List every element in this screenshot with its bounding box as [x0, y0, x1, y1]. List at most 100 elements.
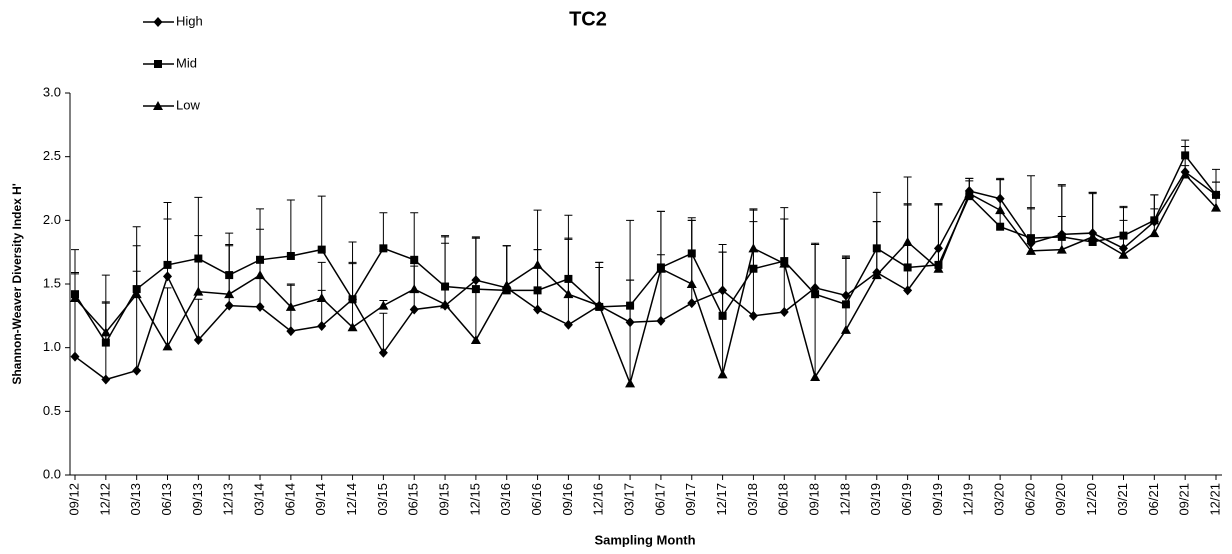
x-tick-label: 12/17 — [714, 483, 729, 516]
y-tick-label: 2.5 — [43, 148, 61, 163]
x-tick-label: 03/19 — [868, 483, 883, 516]
error-bar — [225, 245, 234, 295]
data-point — [410, 255, 419, 264]
data-point — [409, 304, 419, 315]
x-tick-label: 12/12 — [97, 483, 112, 516]
x-tick-label: 12/20 — [1084, 483, 1099, 516]
error-bar — [379, 312, 388, 353]
data-point — [378, 347, 388, 358]
error-bar — [101, 301, 110, 333]
x-tick-label: 03/13 — [128, 483, 143, 516]
data-point — [162, 341, 173, 351]
data-point — [687, 298, 697, 309]
data-point — [686, 279, 697, 288]
error-bar — [379, 212, 388, 249]
series-line — [74, 173, 1217, 386]
y-tick-label: 0.0 — [43, 466, 61, 481]
x-tick-label: 06/21 — [1146, 483, 1161, 516]
data-point — [409, 284, 420, 294]
data-point — [285, 301, 296, 311]
legend-label: Mid — [176, 55, 197, 70]
data-point — [563, 319, 573, 330]
error-bar — [934, 204, 943, 269]
error-bar — [194, 298, 203, 341]
y-axis-label: Shannon-Weaver Diversity Index H' — [10, 183, 24, 385]
data-point — [317, 245, 326, 254]
error-bar — [163, 202, 172, 265]
data-point — [317, 321, 327, 332]
data-point — [903, 285, 913, 296]
error-bar — [286, 199, 295, 256]
data-point — [533, 304, 543, 315]
error-bar — [502, 245, 511, 286]
data-point — [502, 286, 511, 295]
x-tick-label: 06/16 — [529, 483, 544, 516]
x-tick-label: 09/15 — [436, 483, 451, 516]
x-tick-label: 03/15 — [375, 483, 390, 516]
x-tick-label: 12/16 — [591, 483, 606, 516]
error-bar — [718, 251, 727, 375]
y-tick-label: 2.0 — [43, 212, 61, 227]
data-point — [70, 351, 80, 362]
data-point — [347, 322, 358, 332]
data-point — [501, 280, 512, 290]
data-point — [594, 300, 605, 310]
error-bar — [656, 210, 665, 269]
error-bar — [564, 237, 573, 295]
data-point — [1211, 202, 1221, 212]
data-point — [255, 301, 265, 312]
data-point — [70, 293, 80, 303]
legend-label: High — [176, 13, 203, 28]
data-point — [131, 289, 142, 299]
error-bar — [811, 244, 820, 377]
x-tick-label: 03/14 — [251, 483, 266, 516]
data-point — [779, 258, 790, 268]
error-bar — [1057, 216, 1066, 250]
data-point — [1056, 244, 1067, 254]
x-tick-label: 09/13 — [190, 483, 205, 516]
data-point — [748, 310, 758, 321]
data-point — [193, 286, 204, 296]
data-point — [470, 335, 481, 345]
error-bar — [256, 228, 265, 276]
data-point — [902, 236, 913, 246]
error-bar — [1150, 194, 1159, 234]
error-bar — [410, 212, 419, 260]
data-point — [378, 300, 389, 310]
error-bar — [1088, 193, 1097, 237]
error-bar — [749, 208, 758, 249]
data-point — [964, 188, 975, 198]
x-tick-label: 03/17 — [622, 483, 637, 516]
data-point — [749, 264, 758, 273]
error-bar — [626, 279, 635, 384]
error-bar — [996, 177, 1005, 211]
x-tick-label: 12/14 — [344, 483, 359, 516]
legend-label: Low — [176, 97, 200, 112]
x-tick-label: 12/18 — [837, 483, 852, 516]
y-tick-label: 1.5 — [43, 275, 61, 290]
data-point — [1025, 245, 1036, 255]
data-point — [779, 307, 789, 318]
data-point — [1180, 169, 1191, 179]
data-point — [1118, 249, 1129, 259]
legend-marker — [154, 60, 162, 68]
x-tick-label: 03/16 — [498, 483, 513, 516]
data-point — [132, 365, 142, 376]
data-point — [101, 338, 110, 347]
data-point — [532, 259, 543, 269]
legend-marker — [153, 17, 163, 27]
data-point — [163, 260, 172, 269]
data-point — [100, 327, 111, 337]
x-tick-label: 06/18 — [776, 483, 791, 516]
error-bar — [780, 218, 789, 264]
data-point — [903, 263, 912, 272]
data-point — [379, 244, 388, 253]
x-tick-label: 09/16 — [560, 483, 575, 516]
data-point — [224, 300, 234, 311]
data-point — [1088, 237, 1097, 246]
data-point — [224, 289, 235, 299]
error-bar — [132, 245, 141, 295]
x-tick-label: 12/13 — [221, 483, 236, 516]
error-bar — [872, 221, 881, 276]
